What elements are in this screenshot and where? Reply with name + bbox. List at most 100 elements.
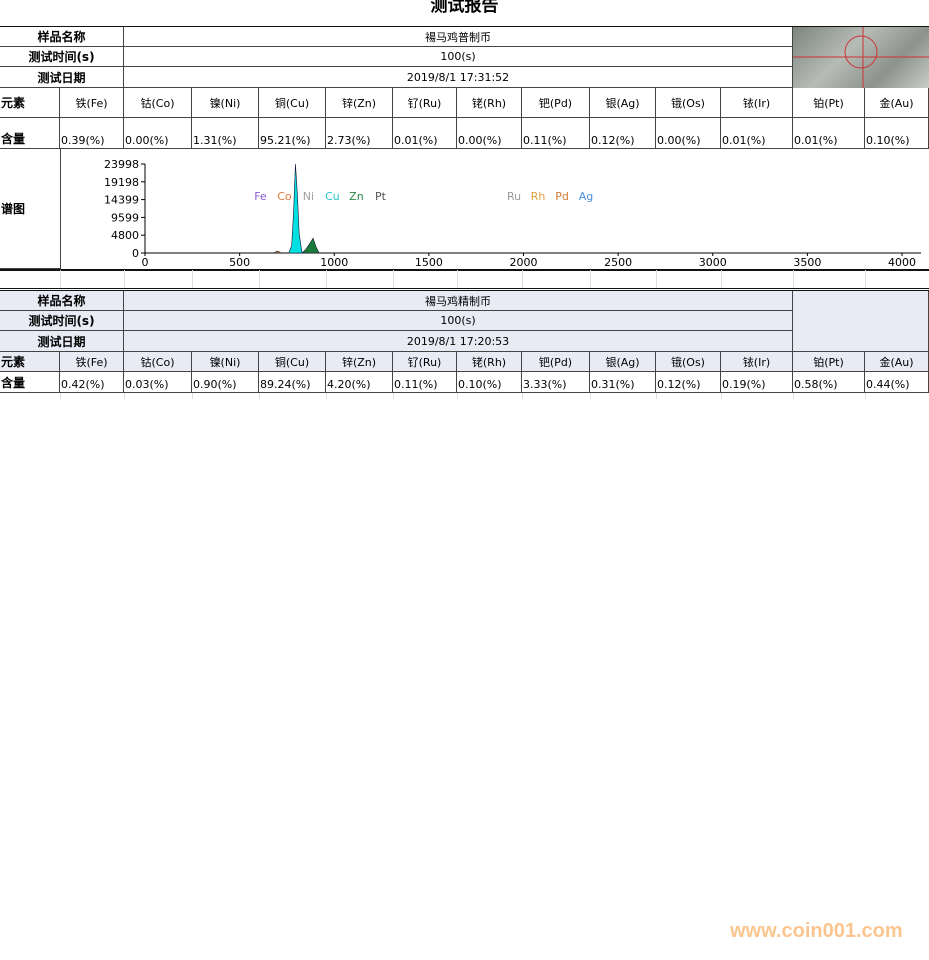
x-tick-label: 1500 bbox=[415, 256, 443, 269]
sample-name-label: 样品名称 bbox=[0, 27, 124, 47]
spectrum-label: 谱图 bbox=[0, 149, 61, 269]
content-value: 0.00(%) bbox=[124, 118, 192, 149]
content-value: 0.01(%) bbox=[721, 118, 793, 149]
empty-cell bbox=[590, 270, 657, 288]
content-value: 3.33(%) bbox=[522, 372, 590, 393]
element-header: 银(Ag) bbox=[590, 88, 656, 118]
element-header: 钯(Pd) bbox=[522, 88, 590, 118]
empty-cell bbox=[393, 270, 458, 288]
test-date-value: 2019/8/1 17:31:52 bbox=[124, 67, 793, 88]
empty-cell bbox=[326, 393, 394, 399]
element-header: 钌(Ru) bbox=[393, 352, 457, 372]
content-value: 0.12(%) bbox=[656, 372, 721, 393]
spectrum-peak bbox=[288, 163, 303, 254]
element-header: 金(Au) bbox=[865, 352, 929, 372]
content-value: 0.19(%) bbox=[721, 372, 793, 393]
x-tick-label: 500 bbox=[229, 256, 250, 269]
element-header: 镍(Ni) bbox=[192, 352, 259, 372]
empty-cell bbox=[590, 393, 657, 399]
test-time-value: 100(s) bbox=[124, 47, 793, 67]
y-tick-label: 4800 bbox=[111, 229, 139, 242]
element-header: 铑(Rh) bbox=[457, 352, 522, 372]
element-header: 锇(Os) bbox=[656, 88, 721, 118]
peak-label: Ru bbox=[507, 190, 521, 203]
empty-cell bbox=[259, 393, 327, 399]
sample-name-label: 样品名称 bbox=[0, 291, 124, 311]
element-header: 镍(Ni) bbox=[192, 88, 259, 118]
empty-cell bbox=[259, 270, 327, 288]
element-header: 锌(Zn) bbox=[326, 352, 393, 372]
empty-cell bbox=[0, 393, 61, 399]
empty-cell bbox=[656, 393, 722, 399]
x-tick-label: 0 bbox=[142, 256, 149, 269]
empty-cell bbox=[393, 393, 458, 399]
element-header: 钯(Pd) bbox=[522, 352, 590, 372]
element-header: 铂(Pt) bbox=[793, 88, 865, 118]
empty-cell bbox=[124, 270, 193, 288]
element-header: 铁(Fe) bbox=[60, 88, 124, 118]
element-header: 铁(Fe) bbox=[60, 352, 124, 372]
content-value: 0.12(%) bbox=[590, 118, 656, 149]
element-label: 元素 bbox=[0, 88, 60, 118]
empty-cell bbox=[0, 270, 61, 288]
content-label: 含量 bbox=[0, 372, 60, 393]
element-header: 金(Au) bbox=[865, 88, 929, 118]
crosshair-icon bbox=[793, 27, 929, 88]
x-tick-label: 2000 bbox=[510, 256, 538, 269]
y-tick-label: 0 bbox=[132, 247, 139, 260]
element-header: 钌(Ru) bbox=[393, 88, 457, 118]
sample-photo bbox=[793, 27, 929, 88]
y-tick-label: 14399 bbox=[104, 194, 139, 207]
peak-label: Pd bbox=[555, 190, 569, 203]
content-value: 2.73(%) bbox=[326, 118, 393, 149]
x-tick-label: 2500 bbox=[604, 256, 632, 269]
peak-label: Cu bbox=[325, 190, 340, 203]
empty-cell bbox=[522, 270, 591, 288]
content-value: 1.31(%) bbox=[192, 118, 259, 149]
peak-label: Fe bbox=[254, 190, 267, 203]
empty-cell bbox=[192, 393, 260, 399]
empty-cell bbox=[457, 393, 523, 399]
sample-name-value: 禓马鸡普制币 bbox=[124, 27, 793, 47]
watermark: www.coin001.com bbox=[730, 920, 903, 942]
content-value: 95.21(%) bbox=[259, 118, 326, 149]
empty-cell bbox=[865, 270, 929, 288]
content-value: 0.42(%) bbox=[60, 372, 124, 393]
peak-label: Rh bbox=[531, 190, 546, 203]
y-tick-label: 9599 bbox=[111, 211, 139, 224]
peak-label: Ni bbox=[303, 190, 314, 203]
y-tick-label: 23998 bbox=[104, 158, 139, 171]
element-header: 铜(Cu) bbox=[259, 352, 326, 372]
content-value: 89.24(%) bbox=[259, 372, 326, 393]
element-label: 元素 bbox=[0, 352, 60, 372]
empty-cell bbox=[793, 270, 866, 288]
x-tick-label: 4000 bbox=[888, 256, 916, 269]
content-label: 含量 bbox=[0, 118, 60, 149]
double-divider bbox=[0, 288, 929, 291]
peak-label: Zn bbox=[349, 190, 364, 203]
element-header: 铂(Pt) bbox=[793, 352, 865, 372]
content-value: 0.58(%) bbox=[793, 372, 865, 393]
content-value: 0.11(%) bbox=[522, 118, 590, 149]
element-header: 钴(Co) bbox=[124, 352, 192, 372]
test-time-value: 100(s) bbox=[124, 311, 793, 331]
spectrum-peak bbox=[273, 250, 282, 254]
content-value: 0.11(%) bbox=[393, 372, 457, 393]
spectrum-peak bbox=[301, 237, 320, 254]
photo-placeholder bbox=[793, 291, 929, 352]
content-value: 0.10(%) bbox=[865, 118, 929, 149]
content-value: 4.20(%) bbox=[326, 372, 393, 393]
sample-name-value: 禓马鸡精制币 bbox=[124, 291, 793, 311]
empty-cell bbox=[326, 270, 394, 288]
report-title: 测试报告 bbox=[430, 0, 499, 16]
divider bbox=[0, 269, 929, 271]
element-header: 铑(Rh) bbox=[457, 88, 522, 118]
test-date-label: 测试日期 bbox=[0, 331, 124, 352]
content-value: 0.00(%) bbox=[457, 118, 522, 149]
element-header: 铱(Ir) bbox=[721, 88, 793, 118]
content-value: 0.01(%) bbox=[393, 118, 457, 149]
empty-cell bbox=[457, 270, 523, 288]
content-value: 0.01(%) bbox=[793, 118, 865, 149]
x-tick-label: 3500 bbox=[793, 256, 821, 269]
